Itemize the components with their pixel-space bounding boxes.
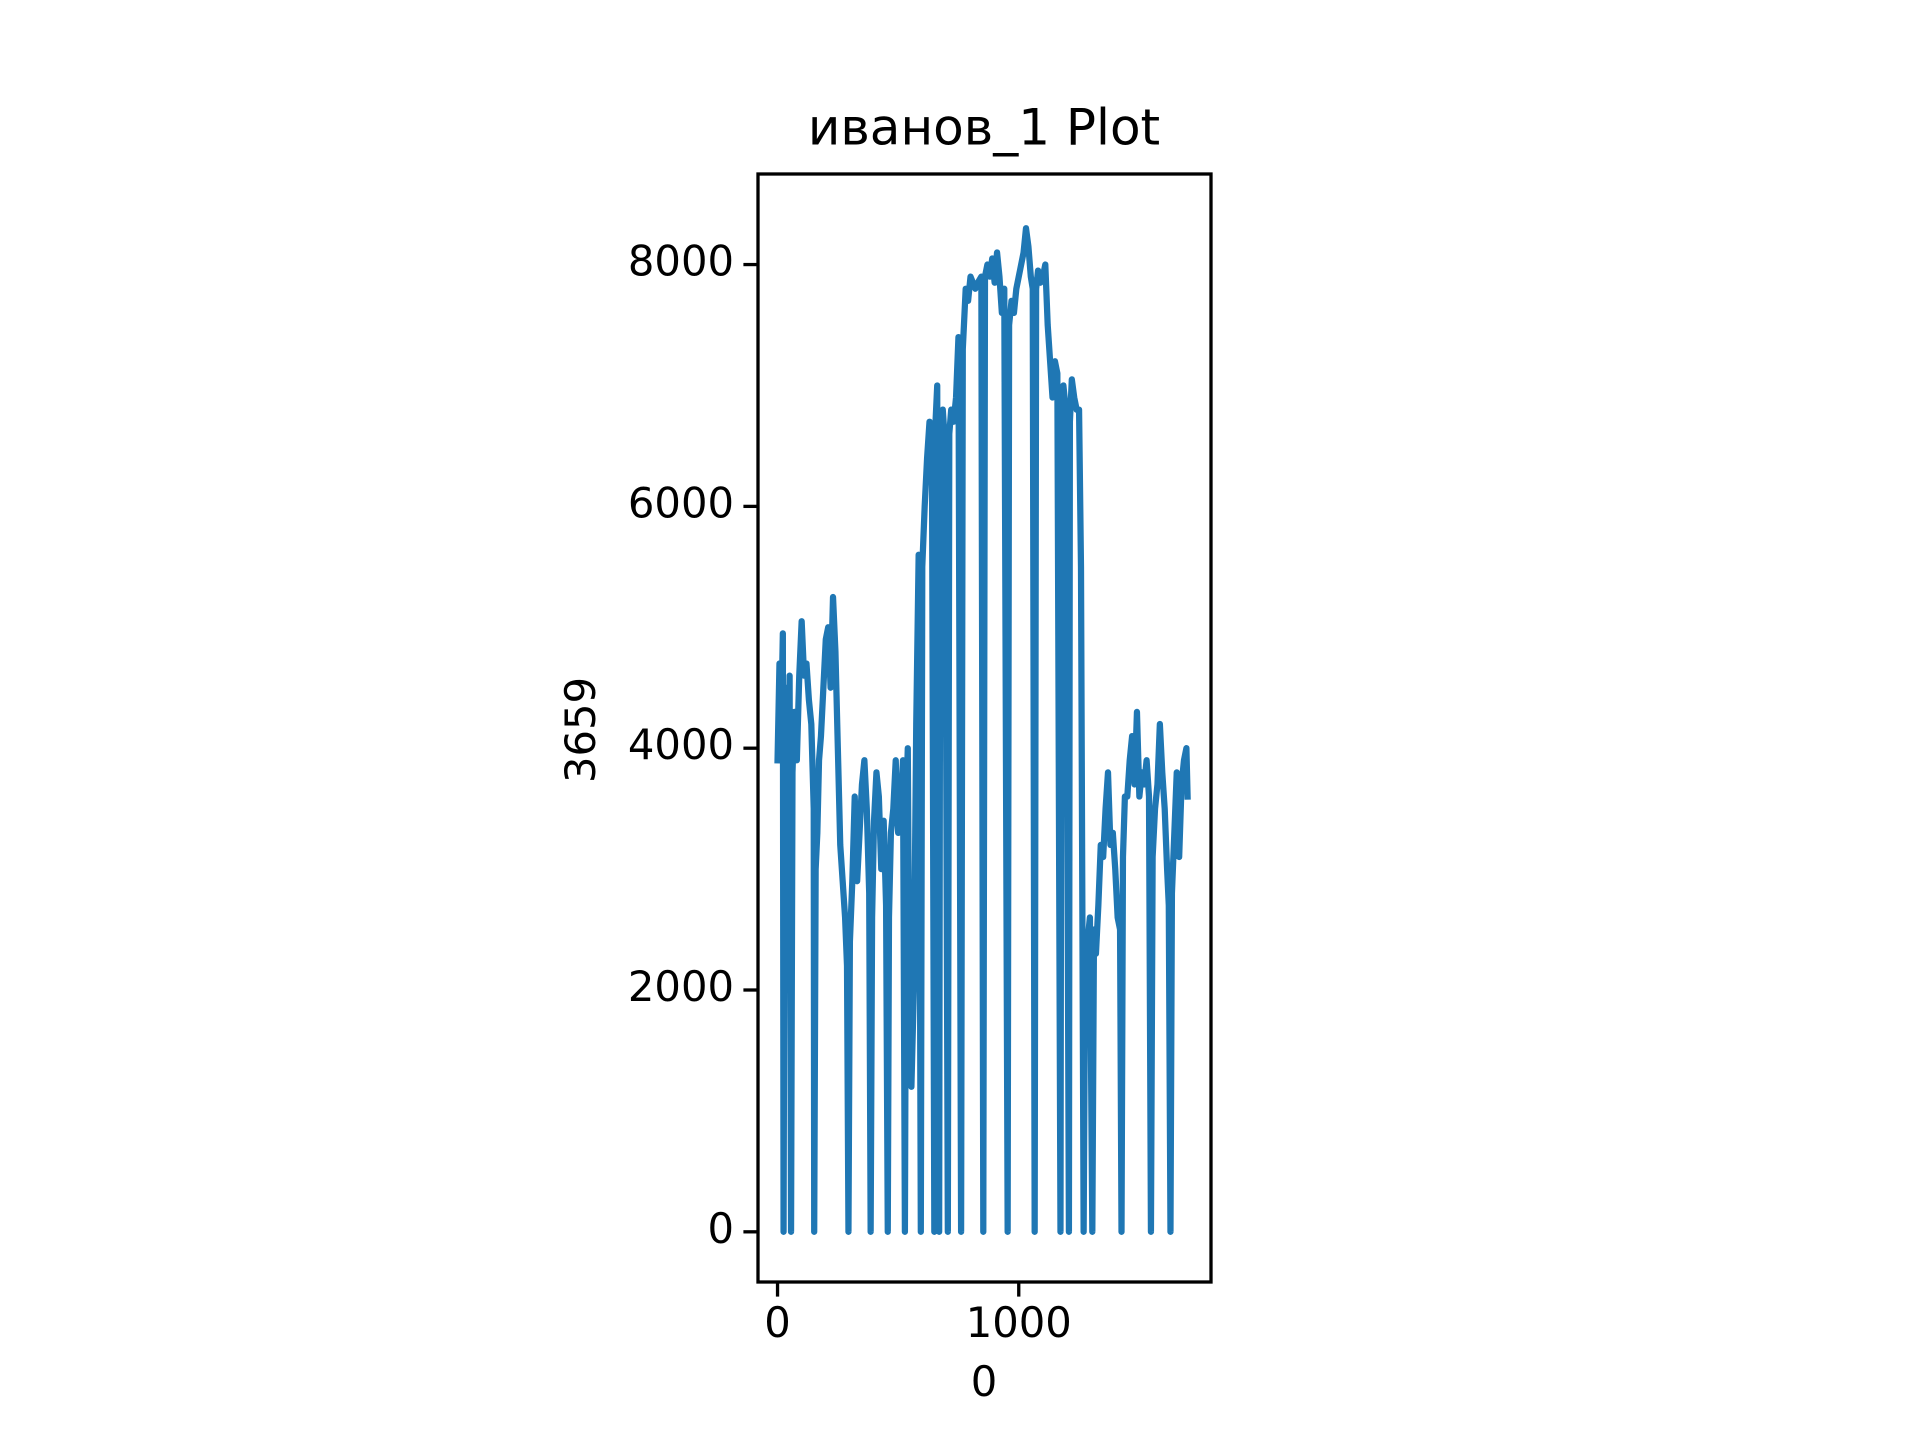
chart-title: иванов_1 Plot: [808, 99, 1160, 157]
plot-frame: [756, 172, 1213, 1284]
y-tick-label: 6000: [628, 478, 734, 527]
y-tick-label: 2000: [628, 962, 734, 1011]
y-tick-label: 8000: [628, 237, 734, 286]
y-axis-label: 3659: [556, 677, 605, 783]
y-tick-label: 4000: [628, 720, 734, 769]
x-tick-label: 0: [764, 1298, 791, 1347]
x-tick-label: 1000: [966, 1298, 1072, 1347]
data-line: [774, 225, 1191, 1235]
y-tick-label: 0: [707, 1204, 734, 1253]
x-axis-label: 0: [971, 1357, 998, 1406]
